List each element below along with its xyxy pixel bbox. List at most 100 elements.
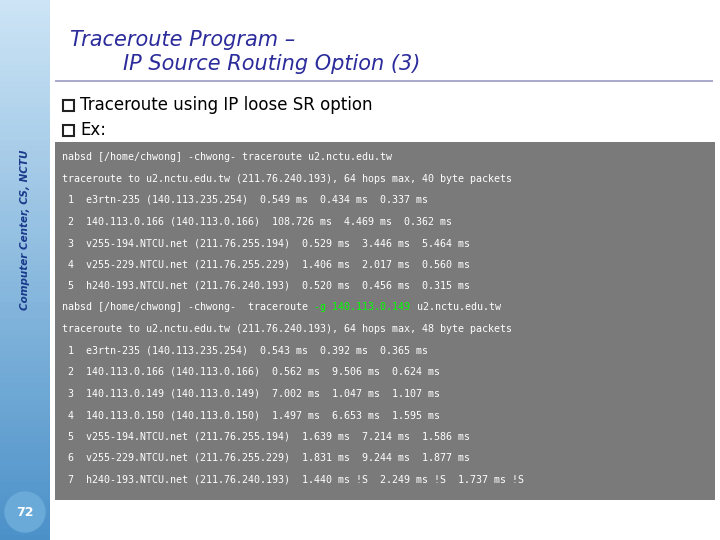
Bar <box>0 227 50 232</box>
Text: Computer Center, CS, NCTU: Computer Center, CS, NCTU <box>20 150 30 310</box>
Text: nabsd [/home/chwong] -chwong-  traceroute: nabsd [/home/chwong] -chwong- traceroute <box>62 302 314 313</box>
Bar <box>0 162 50 167</box>
Bar <box>0 113 50 119</box>
Bar <box>0 470 50 475</box>
Bar <box>0 54 50 59</box>
Bar <box>0 508 50 513</box>
Bar <box>63 99 74 111</box>
Bar <box>0 518 50 524</box>
Text: 5  v255-194.NTCU.net (211.76.255.194)  1.639 ms  7.214 ms  1.586 ms: 5 v255-194.NTCU.net (211.76.255.194) 1.6… <box>62 431 470 442</box>
Bar <box>0 221 50 227</box>
Text: IP Source Routing Option (3): IP Source Routing Option (3) <box>70 54 420 74</box>
Bar <box>0 65 50 70</box>
Bar <box>0 232 50 238</box>
Bar <box>0 389 50 394</box>
Circle shape <box>5 492 45 532</box>
Bar <box>0 335 50 340</box>
Bar <box>0 200 50 205</box>
Bar <box>0 491 50 497</box>
Bar <box>0 319 50 324</box>
Bar <box>0 378 50 383</box>
Bar <box>0 38 50 43</box>
Bar <box>0 135 50 140</box>
Bar <box>0 238 50 243</box>
Bar <box>0 49 50 54</box>
Bar <box>0 427 50 432</box>
Bar <box>0 529 50 535</box>
Bar <box>0 189 50 194</box>
Text: 1  e3rtn-235 (140.113.235.254)  0.549 ms  0.434 ms  0.337 ms: 1 e3rtn-235 (140.113.235.254) 0.549 ms 0… <box>62 195 428 205</box>
Bar <box>0 497 50 502</box>
Bar <box>0 475 50 481</box>
Text: 4  140.113.0.150 (140.113.0.150)  1.497 ms  6.653 ms  1.595 ms: 4 140.113.0.150 (140.113.0.150) 1.497 ms… <box>62 410 440 420</box>
Bar <box>0 329 50 335</box>
Bar <box>0 437 50 443</box>
Bar <box>0 259 50 265</box>
Bar <box>0 405 50 410</box>
Bar <box>0 486 50 491</box>
Bar <box>0 362 50 367</box>
Bar <box>0 454 50 459</box>
Bar <box>0 394 50 400</box>
Bar <box>0 130 50 135</box>
Bar <box>0 97 50 103</box>
Bar <box>0 43 50 49</box>
Bar <box>0 11 50 16</box>
Bar <box>0 248 50 254</box>
Bar <box>0 459 50 464</box>
Bar <box>0 178 50 184</box>
Bar <box>0 76 50 81</box>
Bar <box>0 535 50 540</box>
Bar <box>0 27 50 32</box>
Bar <box>63 125 74 136</box>
Text: 3  140.113.0.149 (140.113.0.149)  7.002 ms  1.047 ms  1.107 ms: 3 140.113.0.149 (140.113.0.149) 7.002 ms… <box>62 388 440 399</box>
Bar <box>0 308 50 313</box>
Bar <box>0 108 50 113</box>
Bar <box>0 513 50 518</box>
Text: Traceroute Program –: Traceroute Program – <box>70 30 295 50</box>
Text: traceroute to u2.nctu.edu.tw (211.76.240.193), 64 hops max, 48 byte packets: traceroute to u2.nctu.edu.tw (211.76.240… <box>62 324 512 334</box>
Text: 6  v255-229.NTCU.net (211.76.255.229)  1.831 ms  9.244 ms  1.877 ms: 6 v255-229.NTCU.net (211.76.255.229) 1.8… <box>62 453 470 463</box>
Bar <box>0 367 50 373</box>
Bar <box>0 184 50 189</box>
Bar <box>0 416 50 421</box>
Bar <box>0 243 50 248</box>
Text: traceroute to u2.nctu.edu.tw (211.76.240.193), 64 hops max, 40 byte packets: traceroute to u2.nctu.edu.tw (211.76.240… <box>62 173 512 184</box>
Bar <box>0 400 50 405</box>
Text: 3  v255-194.NTCU.net (211.76.255.194)  0.529 ms  3.446 ms  5.464 ms: 3 v255-194.NTCU.net (211.76.255.194) 0.5… <box>62 238 470 248</box>
Bar <box>0 432 50 437</box>
Bar <box>0 16 50 22</box>
Text: Ex:: Ex: <box>80 121 106 139</box>
Bar <box>0 92 50 97</box>
Bar <box>0 297 50 302</box>
Bar <box>55 80 713 82</box>
Bar <box>0 167 50 173</box>
Text: nabsd [/home/chwong] -chwong- traceroute u2.nctu.edu.tw: nabsd [/home/chwong] -chwong- traceroute… <box>62 152 392 162</box>
Bar <box>0 254 50 259</box>
Text: 7  h240-193.NTCU.net (211.76.240.193)  1.440 ms !S  2.249 ms !S  1.737 ms !S: 7 h240-193.NTCU.net (211.76.240.193) 1.4… <box>62 475 524 484</box>
Bar <box>0 216 50 221</box>
Bar <box>0 356 50 362</box>
Bar <box>0 373 50 378</box>
Bar <box>0 410 50 416</box>
Bar <box>0 146 50 151</box>
Bar <box>0 324 50 329</box>
Text: 1  e3rtn-235 (140.113.235.254)  0.543 ms  0.392 ms  0.365 ms: 1 e3rtn-235 (140.113.235.254) 0.543 ms 0… <box>62 346 428 355</box>
Bar <box>0 119 50 124</box>
Text: 2  140.113.0.166 (140.113.0.166)  0.562 ms  9.506 ms  0.624 ms: 2 140.113.0.166 (140.113.0.166) 0.562 ms… <box>62 367 440 377</box>
Text: u2.nctu.edu.tw: u2.nctu.edu.tw <box>410 302 500 313</box>
Bar <box>0 103 50 108</box>
Bar <box>0 421 50 427</box>
Bar <box>0 59 50 65</box>
Bar <box>0 151 50 157</box>
Bar <box>0 140 50 146</box>
Bar <box>0 265 50 270</box>
Text: -g 140.113.0.149: -g 140.113.0.149 <box>315 302 410 313</box>
Bar <box>0 86 50 92</box>
Bar <box>0 0 50 5</box>
Bar <box>0 302 50 308</box>
Bar <box>0 313 50 319</box>
Bar <box>0 292 50 297</box>
Bar <box>0 205 50 211</box>
Bar <box>0 464 50 470</box>
